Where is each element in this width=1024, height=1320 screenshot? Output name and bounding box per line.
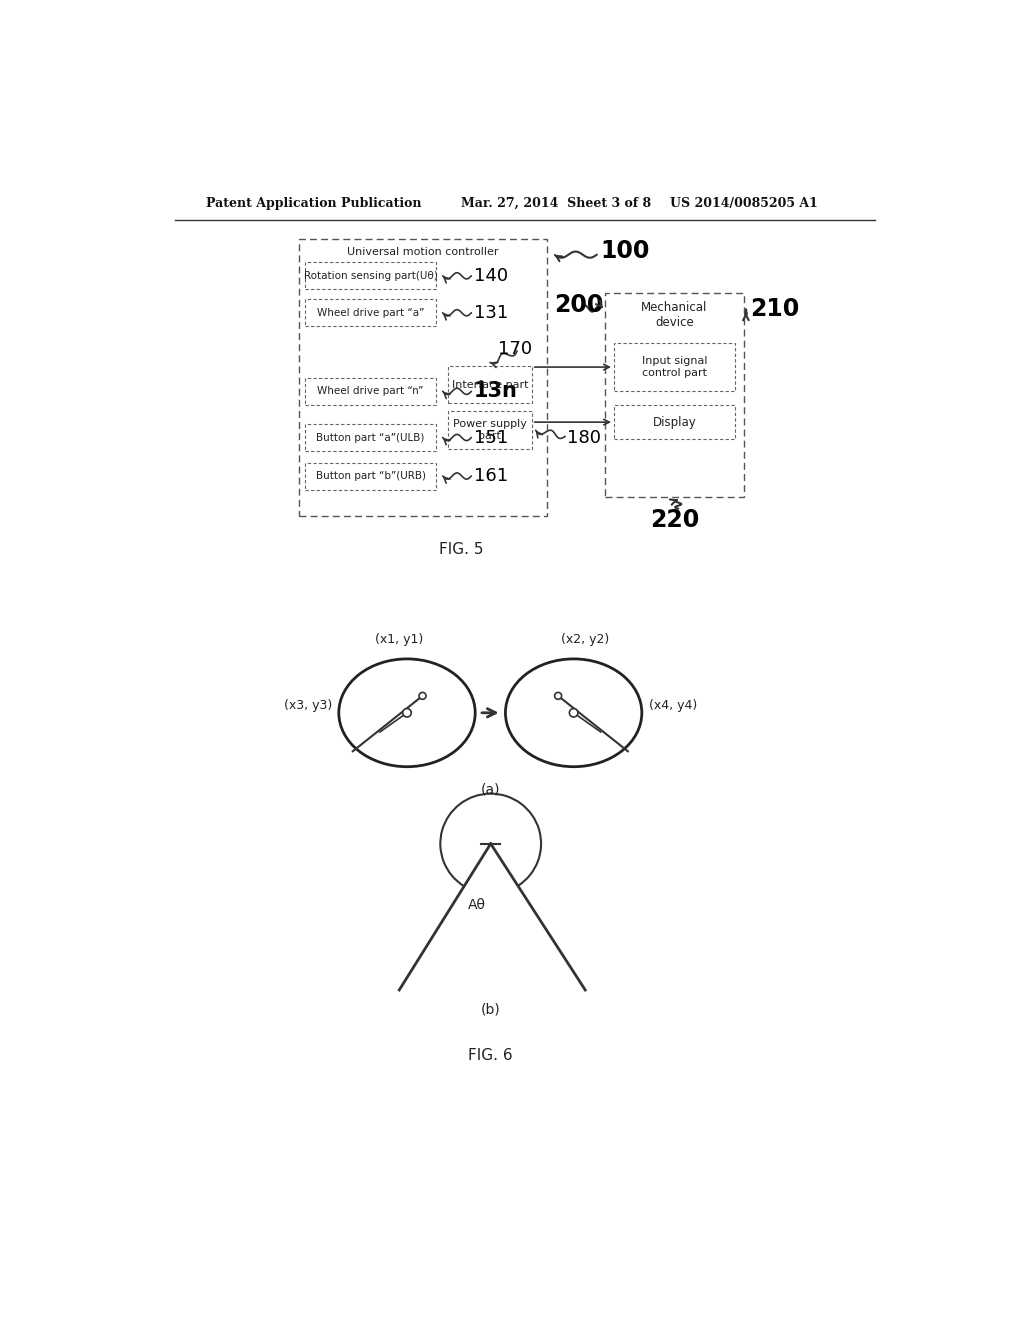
Circle shape [402,709,412,717]
Circle shape [555,693,561,700]
Text: Interface part: Interface part [452,380,528,389]
Text: Button part “a”(ULB): Button part “a”(ULB) [316,433,425,442]
Text: 131: 131 [474,304,508,322]
Text: (a): (a) [481,783,501,797]
Circle shape [419,693,426,700]
Text: 140: 140 [474,267,508,285]
Text: FIG. 5: FIG. 5 [439,543,483,557]
Text: Display: Display [652,416,696,429]
Text: Aθ: Aθ [468,899,485,912]
Text: 161: 161 [474,467,508,484]
Text: 13n: 13n [474,381,517,401]
Text: (x2, y2): (x2, y2) [561,634,609,647]
Text: 180: 180 [566,429,601,447]
Text: FIG. 6: FIG. 6 [468,1048,513,1063]
Text: 170: 170 [498,341,531,358]
Text: Button part “b”(URB): Button part “b”(URB) [315,471,426,480]
Text: Mar. 27, 2014  Sheet 3 of 8: Mar. 27, 2014 Sheet 3 of 8 [461,197,651,210]
Text: 200: 200 [554,293,603,317]
Text: Patent Application Publication: Patent Application Publication [206,197,421,210]
Text: Rotation sensing part(Uθ): Rotation sensing part(Uθ) [304,271,437,281]
Text: 220: 220 [650,508,699,532]
Text: Power supply
part: Power supply part [453,420,527,441]
Text: Input signal
control part: Input signal control part [642,356,708,378]
Text: Universal motion controller: Universal motion controller [347,247,499,256]
Text: Mechanical
device: Mechanical device [641,301,708,329]
Text: (x4, y4): (x4, y4) [648,698,697,711]
Text: 151: 151 [474,429,508,446]
FancyBboxPatch shape [449,367,531,404]
Text: (x1, y1): (x1, y1) [375,634,423,647]
Text: US 2014/0085205 A1: US 2014/0085205 A1 [671,197,818,210]
Text: (b): (b) [481,1002,501,1016]
Text: (x3, y3): (x3, y3) [284,698,332,711]
FancyBboxPatch shape [449,411,531,449]
Text: 210: 210 [751,297,800,321]
Text: Wheel drive part “n”: Wheel drive part “n” [317,387,424,396]
Text: Wheel drive part “a”: Wheel drive part “a” [316,308,424,318]
Circle shape [569,709,578,717]
Text: 100: 100 [601,239,650,263]
